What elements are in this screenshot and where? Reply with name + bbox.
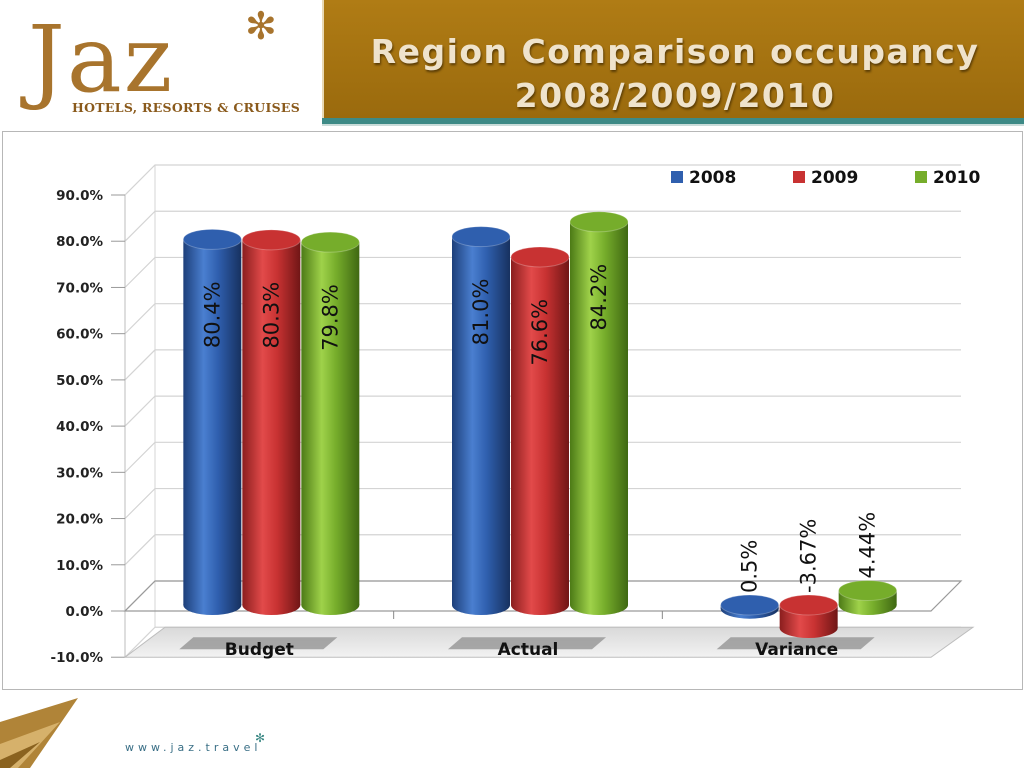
y-tick-label: 70.0% [56,280,103,296]
y-tick-label: -10.0% [51,650,104,666]
category-label-plate [179,637,338,650]
legend-swatch-2008 [671,171,683,183]
bar-cap-2010 [300,231,360,253]
page-title-line2: 2008/2009/2010 [514,76,836,115]
bar-base-2010 [570,595,628,615]
legend-label: 2009 [811,168,858,188]
bar-2008 [183,239,242,605]
brand-logo: Jaz ✻ HOTELS, RESORTS & CRUISES [0,0,322,124]
bar-2010 [301,242,360,605]
legend-label: 2008 [689,168,736,188]
legend-swatch-2010 [915,171,927,183]
logo-wordmark: Jaz [28,6,175,113]
data-label: 4.44% [856,512,880,579]
bar-cap-2008 [720,594,780,616]
bar-base-2008 [183,595,242,615]
bar-base-2009 [779,617,838,638]
data-label: -3.67% [797,519,821,593]
floor-layer [123,580,975,658]
logo-tagline: HOTELS, RESORTS & CRUISES [72,100,301,115]
legend-swatch-2009 [793,171,805,183]
bar-cap-2008 [451,226,511,248]
bar-base-2009 [511,595,569,615]
data-label: 80.4% [200,281,224,348]
occupancy-chart: 90.0% 80.0% 70.0% 60.0% 50.0% 40.0% 30.0% 20.0%… [51,164,980,666]
y-tick-label: 60.0% [56,327,103,343]
category-label: Budget [225,640,294,660]
data-label: 0.5% [738,540,762,593]
legend-label: 2010 [933,168,980,188]
page-title-line1: Region Comparison occupancy [370,32,980,71]
header-divider-light [322,124,1024,126]
bar-base-2010 [301,595,360,615]
title-band: Region Comparison occupancy 2008/2009/20… [322,0,1024,118]
bar-cap-2010 [838,579,898,601]
footer-url: www.jaz.travel [125,741,262,754]
y-tick-label: 90.0% [56,188,103,204]
bar-cap-2010 [569,211,629,233]
data-label: 79.8% [318,284,342,351]
data-label: 76.6% [528,299,552,366]
category-label-plate [716,637,875,650]
category-label: Variance [755,640,838,660]
y-tick-label: 20.0% [56,512,103,528]
data-label: 80.3% [259,282,283,349]
bar-2009 [242,239,301,605]
bar-base-2008 [452,595,510,615]
y-tick-label: 50.0% [56,373,103,389]
y-tick-label: 10.0% [56,558,103,574]
bar-base-2010 [838,595,897,615]
data-label: 84.2% [587,264,611,331]
bar-cap-2009 [241,229,301,251]
footer-logo-icon [0,698,78,768]
bars-layer [182,211,898,638]
y-tick-label: 30.0% [56,465,103,481]
bar-2009 [511,256,569,605]
footer-star-icon: ✻ [255,731,266,745]
category-label: Actual [498,640,559,660]
bar-cap-2008 [182,228,242,250]
bar-cap-2009 [510,246,570,268]
y-tick-label: 80.0% [56,234,103,250]
logo-star-icon: ✻ [245,4,277,48]
y-tick-label: 40.0% [56,419,103,435]
y-tick-label: 0.0% [66,604,104,620]
bar-base-2009 [242,595,301,615]
data-label: 81.0% [469,279,493,346]
bar-2008 [452,236,510,605]
chart-frame: 90.0% 80.0% 70.0% 60.0% 50.0% 40.0% 30.0% 20.0%… [2,131,1023,690]
header-divider [322,118,1024,124]
bar-2010 [570,221,628,605]
bar-cap-2009 [779,594,839,616]
legend: 2008 2009 2010 [671,168,980,188]
labels-layer: Budget Actual Variance 80.4% 80.3% 79.8% 81.0%… [200,264,879,660]
category-label-plate [448,637,606,650]
